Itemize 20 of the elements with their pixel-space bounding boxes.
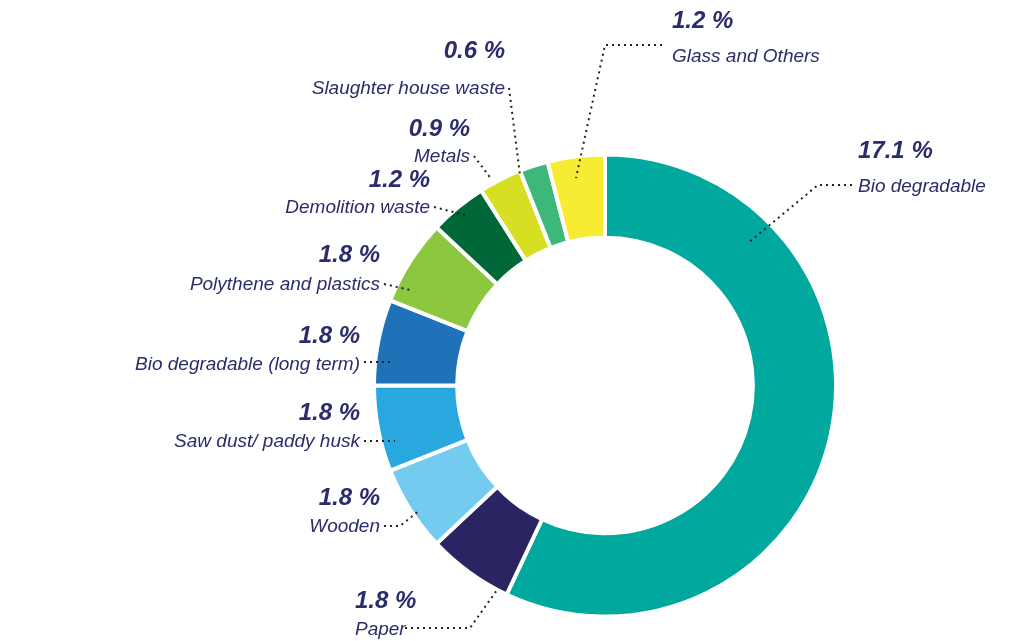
data-label: 1.8 % — [298, 398, 360, 425]
data-label: 1.8 % — [298, 321, 360, 348]
data-label: 1.8 % — [355, 586, 417, 613]
data-label: 0.9 % — [408, 114, 470, 141]
slice-label: Polythene and plastics — [189, 273, 381, 294]
data-label: 1.8 % — [318, 240, 380, 267]
slice-label: Wooden — [309, 515, 380, 536]
data-label: 1.2 % — [672, 6, 734, 33]
slice-label: Demolition waste — [285, 196, 430, 217]
data-label: 17.1 % — [858, 136, 933, 163]
slice-label: Paper — [355, 618, 407, 639]
slice-label: Bio degradable (long term) — [135, 353, 360, 374]
slice-label: Glass and Others — [672, 45, 821, 66]
data-label: 1.8 % — [318, 483, 380, 510]
slice-label: Saw dust/ paddy husk — [174, 430, 362, 451]
data-label: 1.2 % — [368, 165, 430, 192]
slice-label: Bio degradable — [858, 175, 986, 196]
slice-label: Metals — [414, 145, 471, 166]
slice-label: Slaughter house waste — [311, 77, 505, 98]
data-label: 0.6 % — [443, 36, 505, 63]
